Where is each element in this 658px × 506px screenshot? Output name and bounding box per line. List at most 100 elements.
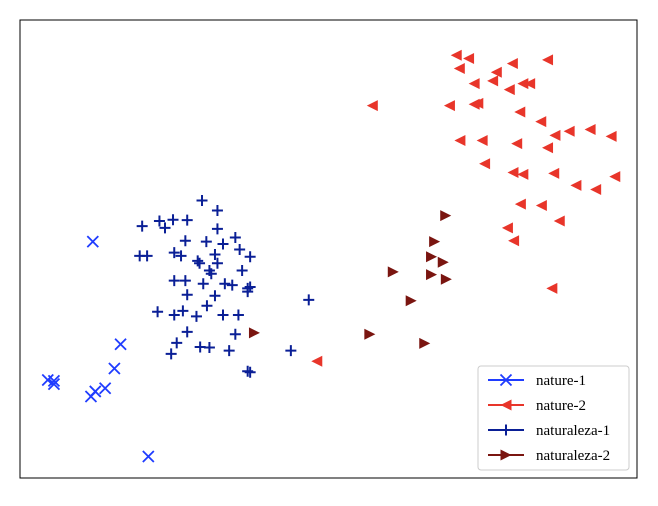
naturaleza-1-point [192,255,204,267]
naturaleza-1-point [211,257,223,269]
naturaleza-1-point [168,309,180,321]
naturaleza-1-point [203,341,215,353]
nature-2-point [514,198,526,210]
naturaleza-2-point [405,295,417,307]
nature-2-point [503,84,515,96]
nature-1-point [142,450,155,463]
legend-box [477,365,630,471]
legend-marker-nature-1 [499,373,513,387]
nature-1-point [84,390,98,403]
nature-1-point [114,338,127,351]
nature-2-point [463,52,475,64]
naturaleza-1-point [242,286,254,298]
nature-2-point [501,222,513,234]
naturaleza-1-point [201,300,213,312]
naturaleza-1-point [165,348,177,360]
naturaleza-1-point [194,257,206,269]
nature-1-point [47,377,61,391]
naturaleza-1-point [209,248,221,260]
naturaleza-1-point [190,310,202,322]
naturaleza-1-point [205,268,217,280]
nature-2-point [453,63,465,75]
nature-2-point [535,116,547,128]
nature-2-point [454,134,466,146]
naturaleza-2-point [440,273,452,285]
legend-label-nature-1: nature-1 [536,373,586,389]
naturaleza-1-point [303,294,315,306]
nature-2-point [570,179,582,191]
nature-2-point [524,78,536,90]
naturaleza-2-point [364,328,376,340]
naturaleza-1-point [179,235,191,247]
naturaleza-1-point [153,215,165,227]
nature-2-point [535,199,547,211]
nature-1-point [47,374,61,388]
nature-1-point [108,362,121,375]
naturaleza-2-point [419,337,431,349]
nature-2-point [490,66,502,78]
legend: nature-1 nature-2 naturaleza-1 naturaleza-2 [477,365,630,471]
naturaleza-1-point [181,289,193,301]
nature-2-point [605,130,617,142]
naturaleza-1-point [244,251,256,263]
naturaleza-1-point [175,250,187,262]
nature-2-point [468,78,480,90]
nature-2-point [609,171,621,183]
naturaleza-1-point [229,328,241,340]
nature-2-point [487,75,499,87]
nature-2-point [311,355,323,367]
naturaleza-1-point [171,337,183,349]
naturaleza-1-point [197,278,209,290]
naturaleza-1-point [159,222,171,234]
nature-2-point [472,97,484,109]
naturaleza-1-point [209,290,221,302]
naturaleza-2-point [248,327,260,339]
legend-label-naturaleza-2: naturaleza-2 [536,448,610,464]
nature-2-point [511,138,523,150]
nature-2-point [517,78,529,90]
nature-2-point [548,167,560,179]
naturaleza-1-point [234,243,246,255]
naturaleza-1-point [242,365,254,377]
naturaleza-1-point [217,309,229,321]
naturaleza-1-point [179,275,191,287]
naturaleza-1-point [236,265,248,277]
data-points [41,49,621,463]
nature-2-point [476,134,488,146]
naturaleza-1-point [211,205,223,217]
legend-marker-naturaleza-2 [500,449,512,461]
nature-2-point [443,100,455,112]
nature-2-point [553,215,565,227]
naturaleza-1-point [217,238,229,250]
naturaleza-1-point [226,279,238,291]
naturaleza-1-point [167,214,179,226]
nature-2-point [549,129,561,141]
nature-1-point [99,382,112,395]
legend-label-nature-2: nature-2 [536,398,586,414]
legend-marker-naturaleza-1 [500,424,512,436]
naturaleza-1-point [177,305,189,317]
nature-2-point [506,58,518,70]
naturaleza-1-point [168,275,180,287]
nature-2-point [542,54,554,66]
nature-2-point [546,282,558,294]
legend-marker-nature-2 [500,399,512,411]
naturaleza-1-point [194,341,206,353]
naturaleza-1-point [181,214,193,226]
naturaleza-2-point [429,236,441,248]
nature-1-point [86,235,99,248]
naturaleza-2-point [440,210,452,222]
naturaleza-1-point [181,326,193,338]
naturaleza-1-point [285,345,297,357]
naturaleza-1-point [211,223,223,235]
naturaleza-1-point [232,309,244,321]
naturaleza-1-point [223,345,235,357]
naturaleza-1-point [141,250,153,262]
nature-2-point [542,142,554,154]
nature-2-point [479,158,491,170]
naturaleza-2-point [426,251,438,263]
naturaleza-2-point [426,269,438,281]
nature-2-point [563,125,575,137]
nature-2-point [508,235,520,247]
